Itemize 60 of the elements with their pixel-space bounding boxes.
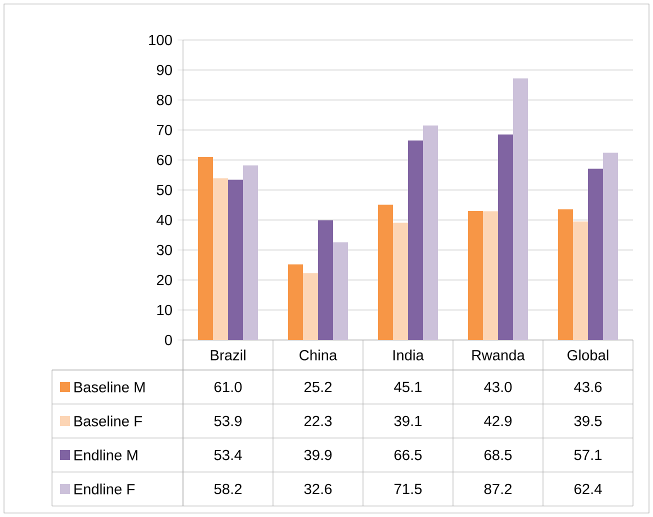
bar	[468, 210, 483, 340]
data-label: 57.1	[574, 450, 602, 460]
bar	[288, 264, 304, 340]
y-tick-label: 100	[149, 34, 172, 46]
x-tick-label: China	[300, 350, 338, 360]
data-label: 43.0	[484, 382, 512, 392]
data-label: 43.6	[574, 382, 602, 392]
bar	[198, 157, 213, 340]
y-tick-label: 50	[156, 184, 172, 196]
data-label: 62.4	[574, 484, 602, 494]
data-label: 53.4	[214, 450, 242, 460]
bar	[588, 168, 603, 340]
bar	[333, 242, 348, 340]
legend-label: Baseline M	[74, 382, 145, 392]
data-label: 61.0	[214, 382, 242, 392]
x-tick-label: Brazil	[210, 350, 246, 360]
data-label: 39.9	[304, 450, 332, 460]
y-tick-label: 30	[156, 244, 172, 256]
legend-label: Baseline F	[74, 416, 142, 426]
data-label: 39.1	[394, 416, 422, 426]
data-label: 22.3	[304, 416, 332, 426]
bar	[498, 134, 513, 340]
data-label: 87.2	[484, 484, 512, 494]
bar	[378, 204, 393, 340]
data-label: 66.5	[394, 450, 422, 460]
bar	[512, 78, 528, 340]
data-label: 68.5	[484, 450, 512, 460]
data-label: 45.1	[394, 382, 422, 392]
data-label: 39.5	[574, 416, 602, 426]
x-tick-label: Global	[568, 350, 608, 360]
y-tick-label: 20	[156, 274, 172, 286]
data-label: 32.6	[304, 484, 332, 494]
bar	[303, 273, 318, 340]
bar	[228, 180, 244, 340]
bar	[318, 220, 333, 340]
data-label: 25.2	[304, 382, 332, 392]
x-tick-label: Rwanda	[472, 350, 525, 360]
x-tick-label: India	[393, 350, 424, 360]
legend-label: Endline M	[74, 450, 138, 460]
bar	[213, 178, 228, 340]
y-tick-label: 70	[156, 124, 172, 136]
y-tick-label: 60	[156, 154, 172, 166]
bar	[572, 222, 588, 340]
data-label: 71.5	[394, 484, 422, 494]
bar	[602, 152, 618, 340]
y-tick-label: 80	[156, 94, 172, 106]
bar	[393, 222, 408, 340]
data-label: 42.9	[484, 416, 512, 426]
bar	[408, 140, 423, 340]
bar	[558, 209, 573, 340]
bar	[243, 165, 258, 340]
y-tick-label: 40	[156, 214, 172, 226]
legend-label: Endline F	[74, 484, 135, 494]
y-tick-label: 10	[157, 304, 172, 316]
y-tick-label: 0	[164, 334, 172, 346]
bar	[423, 125, 438, 340]
data-label: 58.2	[214, 484, 242, 494]
bar	[482, 211, 498, 340]
data-label: 53.9	[214, 416, 242, 426]
y-tick-label: 90	[156, 64, 172, 76]
